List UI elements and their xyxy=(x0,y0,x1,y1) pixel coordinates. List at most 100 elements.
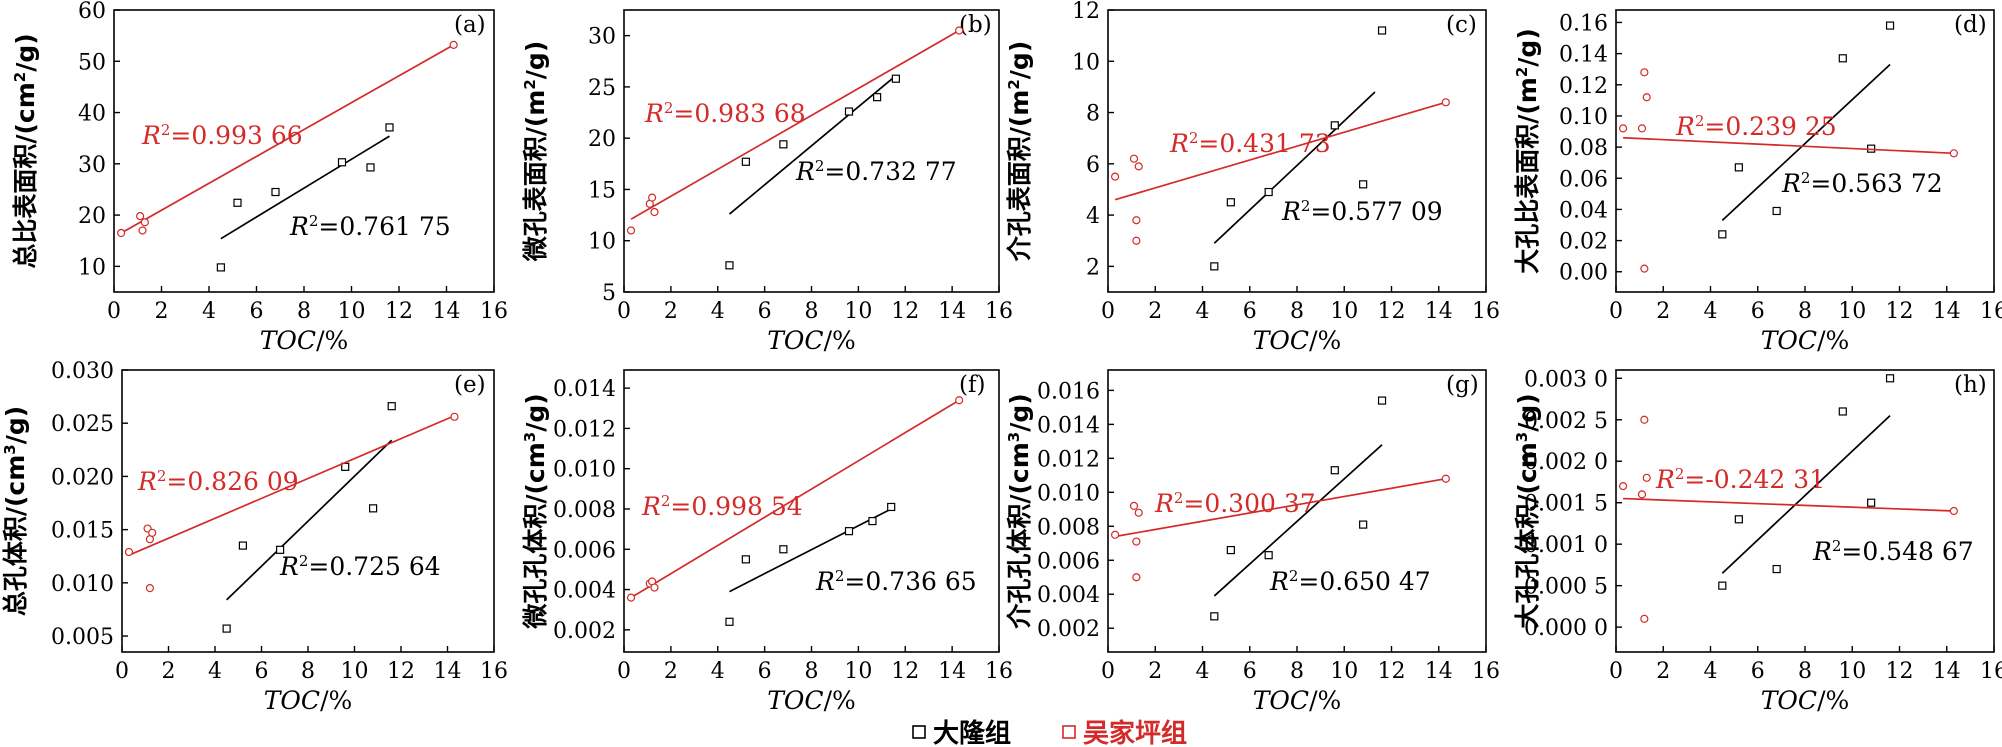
x-tick-label: 0 xyxy=(1609,659,1623,684)
y-tick-label: 0.008 xyxy=(1037,515,1100,540)
x-axis-label: TOC/% xyxy=(1253,326,1342,355)
x-axis-label: TOC/% xyxy=(260,326,349,355)
y-tick-label: 0.016 xyxy=(1037,379,1100,404)
x-axis-label-main: TOC xyxy=(260,326,316,355)
x-tick-label: 14 xyxy=(938,659,966,684)
x-tick-label: 2 xyxy=(1656,659,1670,684)
r2-value: =0.761 75 xyxy=(318,212,450,241)
r2-symbol: R xyxy=(641,492,661,521)
plot-frame xyxy=(623,9,1000,293)
data-point-wujiaping xyxy=(1129,501,1139,511)
x-axis-label-unit: /% xyxy=(1309,326,1341,355)
r2-exponent: 2 xyxy=(1695,112,1705,130)
legend-marker-dalong xyxy=(912,725,926,739)
data-point-dalong xyxy=(741,157,750,166)
y-axis-label-sup: 2 xyxy=(1005,79,1023,89)
y-tick-label: 30 xyxy=(78,153,106,178)
y-tick-label: 0.001 5 xyxy=(1524,492,1608,517)
data-point-dalong xyxy=(233,198,242,207)
data-point-dalong xyxy=(725,261,734,270)
x-tick-label: 16 xyxy=(1472,659,1500,684)
r2-value: =0.736 65 xyxy=(844,567,976,596)
legend-label-dalong: 大隆组 xyxy=(933,718,1011,747)
r2-symbol: R xyxy=(141,121,161,150)
r2-value: =-0.242 31 xyxy=(1684,465,1825,494)
x-tick-label: 12 xyxy=(385,299,413,324)
y-axis-label-sup: 3 xyxy=(521,432,539,442)
x-tick-label: 16 xyxy=(985,659,1013,684)
y-axis-label-tail: /g) xyxy=(521,41,550,79)
x-tick-label: 14 xyxy=(938,299,966,324)
x-axis-label-main: TOC xyxy=(767,326,823,355)
y-tick-label: 4 xyxy=(1086,204,1100,229)
r2-label-wujiaping: R2=0.998 54 xyxy=(641,492,803,521)
r2-label-wujiaping: R2=0.826 09 xyxy=(137,467,299,496)
x-tick-label: 12 xyxy=(1886,659,1914,684)
fit-line-dalong xyxy=(1721,414,1891,574)
y-axis-label-main: 微孔孔体积/(cm xyxy=(521,442,550,629)
y-tick-label: 0.16 xyxy=(1559,11,1608,36)
data-point-dalong xyxy=(1885,21,1895,30)
data-point-wujiaping xyxy=(1640,68,1649,77)
data-point-wujiaping xyxy=(1129,154,1139,163)
y-tick-label: 2 xyxy=(1086,255,1100,280)
panel-letter: (b) xyxy=(959,12,992,38)
data-point-wujiaping xyxy=(626,226,636,235)
y-tick-label: 30 xyxy=(588,25,616,50)
y-tick-label: 25 xyxy=(588,76,616,101)
x-tick-label: 12 xyxy=(891,659,919,684)
y-axis-label: 总孔体积/(cm3/g) xyxy=(1,406,30,616)
x-tick-label: 8 xyxy=(297,299,311,324)
data-point-wujiaping xyxy=(1110,530,1120,539)
x-tick-label: 4 xyxy=(1704,659,1718,684)
y-tick-label: 20 xyxy=(78,204,106,229)
data-point-wujiaping xyxy=(1134,162,1143,171)
x-tick-label: 16 xyxy=(1980,659,2002,684)
y-axis-label-sup: 2 xyxy=(11,72,29,82)
x-tick-label: 0 xyxy=(115,659,129,684)
x-axis-label-unit: /% xyxy=(824,326,856,355)
fit-line-wujiaping xyxy=(128,414,455,556)
r2-value: =0.548 67 xyxy=(1841,537,1973,566)
r2-symbol: R xyxy=(1154,489,1174,518)
r2-value: =0.563 72 xyxy=(1810,169,1942,198)
r2-value: =0.993 66 xyxy=(170,121,302,150)
x-tick-label: 2 xyxy=(162,659,176,684)
y-tick-label: 0.08 xyxy=(1559,136,1608,161)
y-tick-label: 50 xyxy=(78,50,106,75)
x-tick-label: 2 xyxy=(1656,299,1670,324)
x-tick-label: 12 xyxy=(1886,299,1914,324)
r2-label-dalong: R2=0.650 47 xyxy=(1269,567,1431,596)
panel-letter: (g) xyxy=(1446,372,1479,398)
data-point-dalong xyxy=(1226,198,1235,207)
r2-label-wujiaping: R2=0.300 37 xyxy=(1154,489,1316,518)
y-axis-label-main: 微孔表面积/(m xyxy=(521,90,550,263)
data-point-dalong xyxy=(1734,163,1743,172)
data-point-wujiaping xyxy=(148,528,157,537)
plot-frame xyxy=(113,9,495,293)
y-tick-label: 0.012 xyxy=(553,417,616,442)
fit-line-wujiaping xyxy=(1114,101,1447,201)
y-tick-label: 0.02 xyxy=(1559,230,1608,255)
data-point-dalong xyxy=(1377,396,1387,405)
y-tick-label: 20 xyxy=(588,127,616,152)
r2-label-wujiaping: R2=0.431 73 xyxy=(1169,129,1331,158)
x-axis-label-unit: /% xyxy=(1817,686,1849,715)
r2-value: =0.300 37 xyxy=(1183,489,1315,518)
y-tick-label: 0.030 xyxy=(51,359,114,384)
data-point-wujiaping xyxy=(1441,98,1450,107)
x-tick-label: 10 xyxy=(1838,659,1866,684)
y-tick-label: 0.002 xyxy=(553,619,616,644)
y-axis-label: 大孔孔体积/(cm3/g) xyxy=(1513,393,1542,628)
r2-label-dalong: R2=0.761 75 xyxy=(289,212,451,241)
y-axis-label-sup: 3 xyxy=(1005,432,1023,442)
x-tick-label: 4 xyxy=(202,299,216,324)
data-point-dalong xyxy=(337,158,347,167)
r2-label-wujiaping: R2=0.993 66 xyxy=(141,121,303,150)
fit-line-dalong xyxy=(1721,63,1891,221)
data-point-dalong xyxy=(873,93,882,102)
x-tick-label: 0 xyxy=(1101,299,1115,324)
x-tick-label: 6 xyxy=(1751,299,1765,324)
y-tick-label: 0.014 xyxy=(553,377,616,402)
r2-symbol: R xyxy=(279,552,299,581)
